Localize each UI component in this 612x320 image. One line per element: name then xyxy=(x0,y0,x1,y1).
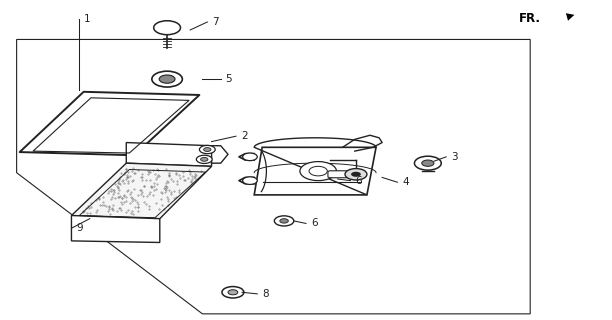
Circle shape xyxy=(345,169,367,180)
Circle shape xyxy=(222,287,244,298)
Circle shape xyxy=(351,172,361,177)
FancyBboxPatch shape xyxy=(328,171,348,178)
Polygon shape xyxy=(72,215,160,243)
Polygon shape xyxy=(20,92,200,155)
Text: 8: 8 xyxy=(262,289,269,299)
Circle shape xyxy=(201,157,208,161)
Circle shape xyxy=(242,153,257,161)
Text: 7: 7 xyxy=(212,17,219,27)
Text: 1: 1 xyxy=(84,14,91,24)
Circle shape xyxy=(152,71,182,87)
Text: FR.: FR. xyxy=(518,12,540,25)
Polygon shape xyxy=(254,147,376,195)
Text: 9: 9 xyxy=(76,223,83,233)
Text: 6: 6 xyxy=(311,219,318,228)
Text: 6: 6 xyxy=(356,176,362,186)
Text: 5: 5 xyxy=(226,74,232,84)
Circle shape xyxy=(228,290,238,295)
Circle shape xyxy=(300,162,337,180)
Circle shape xyxy=(200,145,215,154)
Circle shape xyxy=(422,160,434,166)
Circle shape xyxy=(280,219,288,223)
Circle shape xyxy=(274,216,294,226)
Circle shape xyxy=(242,177,257,184)
Circle shape xyxy=(204,148,211,151)
Circle shape xyxy=(159,75,175,83)
Polygon shape xyxy=(72,163,212,219)
Text: 3: 3 xyxy=(451,152,458,162)
Polygon shape xyxy=(126,142,212,166)
Circle shape xyxy=(196,155,212,164)
Circle shape xyxy=(414,156,441,170)
Text: 2: 2 xyxy=(241,131,247,141)
Text: 4: 4 xyxy=(402,177,409,187)
Circle shape xyxy=(154,21,181,35)
